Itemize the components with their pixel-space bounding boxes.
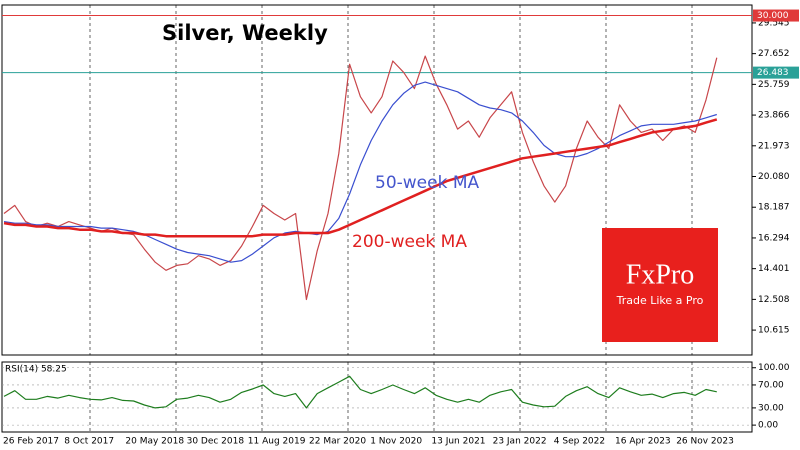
y-tick-label: 29.545	[758, 18, 790, 28]
ma200-label: 200-week MA	[352, 232, 467, 252]
price-frame	[1, 4, 753, 356]
x-tick-label: 20 May 2018	[125, 437, 184, 447]
y-tick-label: 12.508	[758, 295, 790, 305]
x-tick-label: 4 Sep 2022	[554, 437, 605, 447]
y-tick-label: 27.652	[758, 49, 790, 59]
chart-title: Silver, Weekly	[162, 21, 328, 45]
vertical-grid	[89, 5, 693, 432]
level-tag	[753, 9, 799, 22]
x-tick-label: 30 Dec 2018	[187, 437, 245, 447]
y-tick-label: 21.973	[758, 141, 790, 151]
x-tick-label: 1 Nov 2020	[370, 437, 422, 447]
rsi-frame	[1, 361, 753, 433]
x-tick-label: 23 Jan 2022	[493, 437, 547, 447]
x-tick-label: 11 Aug 2019	[248, 437, 306, 447]
y-tick-label: 23.866	[758, 111, 790, 121]
y-tick-label: 100.00	[758, 363, 790, 373]
y-tick-label: 30.00	[758, 403, 784, 413]
x-tick-label: 8 Oct 2017	[64, 437, 114, 447]
x-tick-label: 26 Feb 2017	[3, 437, 59, 447]
level-label: 26.483	[757, 68, 789, 78]
series-line	[3, 375, 717, 409]
y-tick-label: 20.080	[758, 172, 790, 182]
y-tick-label: 25.759	[758, 80, 790, 90]
x-tick-label: 13 Jun 2021	[431, 437, 485, 447]
y-tick-label: 18.187	[758, 203, 790, 213]
x-tick-label: 16 Apr 2023	[615, 437, 671, 447]
level-tag	[753, 66, 799, 79]
series-line	[3, 81, 717, 263]
y-tick-label: 10.615	[758, 326, 790, 336]
y-tick-label: 16.294	[758, 233, 790, 243]
plot-layer: 29.545 27.652 25.759 23.866 21.973 20.080 18.1…	[2, 9, 799, 447]
logo-slogan: Trade Like a Pro	[616, 294, 704, 307]
ma50-label: 50-week MA	[375, 173, 480, 193]
series-line	[3, 118, 718, 238]
x-tick-label: 26 Nov 2023	[676, 437, 734, 447]
x-tick-label: 22 Mar 2020	[309, 437, 366, 447]
logo-box	[602, 228, 718, 342]
level-label: 30.000	[757, 11, 789, 21]
y-tick-label: 0.00	[758, 421, 778, 431]
logo-name: FxPro	[626, 259, 694, 290]
y-tick-label: 14.401	[758, 264, 790, 274]
rsi-title: RSI(14) 58.25	[5, 365, 67, 375]
y-tick-label: 70.00	[758, 380, 784, 390]
